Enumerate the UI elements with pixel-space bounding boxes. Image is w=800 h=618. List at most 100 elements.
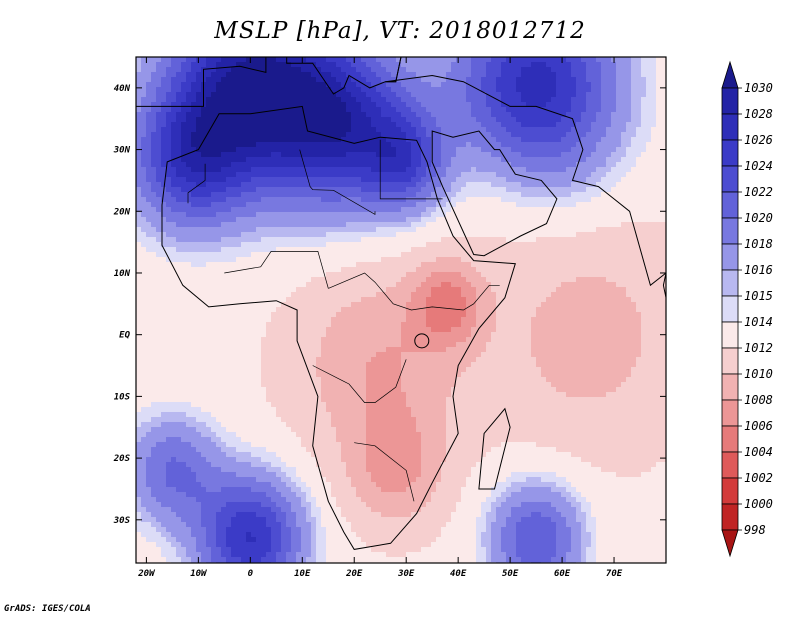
pressure-cell [171,267,177,273]
pressure-cell [146,107,152,113]
pressure-cell [531,282,537,288]
pressure-cell [271,117,277,123]
pressure-cell [511,112,517,118]
pressure-cell [536,277,542,283]
pressure-cell [196,177,202,183]
pressure-cell [631,157,637,163]
pressure-cell [351,67,357,73]
pressure-cell [351,282,357,288]
pressure-cell [641,82,647,88]
pressure-cell [421,287,427,293]
pressure-cell [256,62,262,68]
pressure-cell [576,262,582,268]
pressure-cell [346,82,352,88]
pressure-cell [301,227,307,233]
pressure-cell [166,187,172,193]
pressure-cell [181,102,187,108]
pressure-cell [201,207,207,213]
pressure-cell [561,87,567,93]
pressure-cell [426,247,432,253]
pressure-cell [166,247,172,253]
pressure-cell [226,262,232,268]
pressure-cell [226,142,232,148]
pressure-cell [461,277,467,283]
pressure-cell [381,157,387,163]
pressure-cell [281,112,287,118]
pressure-cell [171,272,177,278]
pressure-cell [476,277,482,283]
pressure-cell [396,217,402,223]
pressure-cell [386,252,392,258]
pressure-cell [616,97,622,103]
pressure-cell [421,82,427,88]
pressure-cell [486,232,492,238]
pressure-cell [346,157,352,163]
pressure-cell [471,147,477,153]
pressure-cell [311,152,317,158]
pressure-cell [351,187,357,193]
pressure-cell [361,152,367,158]
pressure-cell [241,287,247,293]
pressure-cell [446,182,452,188]
pressure-cell [181,97,187,103]
pressure-cell [331,277,337,283]
pressure-cell [236,82,242,88]
pressure-cell [626,192,632,198]
pressure-cell [141,167,147,173]
pressure-cell [191,207,197,213]
pressure-cell [206,82,212,88]
pressure-cell [611,107,617,113]
pressure-cell [491,207,497,213]
pressure-cell [471,152,477,158]
pressure-cell [571,157,577,163]
pressure-cell [246,277,252,283]
pressure-cell [526,227,532,233]
pressure-cell [496,277,502,283]
pressure-cell [211,147,217,153]
pressure-cell [301,197,307,203]
pressure-cell [136,92,142,98]
pressure-cell [476,122,482,128]
pressure-cell [541,232,547,238]
pressure-cell [331,102,337,108]
pressure-cell [406,182,412,188]
pressure-cell [456,262,462,268]
pressure-cell [641,247,647,253]
pressure-cell [396,247,402,253]
pressure-cell [296,62,302,68]
pressure-cell [391,127,397,133]
pressure-cell [606,102,612,108]
pressure-cell [531,62,537,68]
pressure-cell [146,72,152,78]
pressure-cell [486,277,492,283]
pressure-cell [266,142,272,148]
pressure-cell [406,232,412,238]
pressure-cell [521,132,527,138]
pressure-cell [276,117,282,123]
pressure-cell [616,267,622,273]
pressure-cell [451,122,457,128]
pressure-cell [411,187,417,193]
pressure-cell [401,157,407,163]
pressure-cell [581,122,587,128]
pressure-cell [326,87,332,93]
pressure-cell [266,217,272,223]
pressure-cell [151,147,157,153]
pressure-cell [296,112,302,118]
pressure-cell [481,87,487,93]
pressure-cell [196,112,202,118]
pressure-cell [141,127,147,133]
pressure-cell [471,212,477,218]
pressure-cell [311,132,317,138]
pressure-cell [151,217,157,223]
pressure-cell [531,57,537,63]
pressure-cell [416,147,422,153]
pressure-cell [341,162,347,168]
pressure-cell [566,217,572,223]
pressure-cell [431,117,437,123]
pressure-cell [391,102,397,108]
pressure-cell [466,212,472,218]
pressure-cell [596,107,602,113]
pressure-cell [356,172,362,178]
pressure-cell [181,257,187,263]
